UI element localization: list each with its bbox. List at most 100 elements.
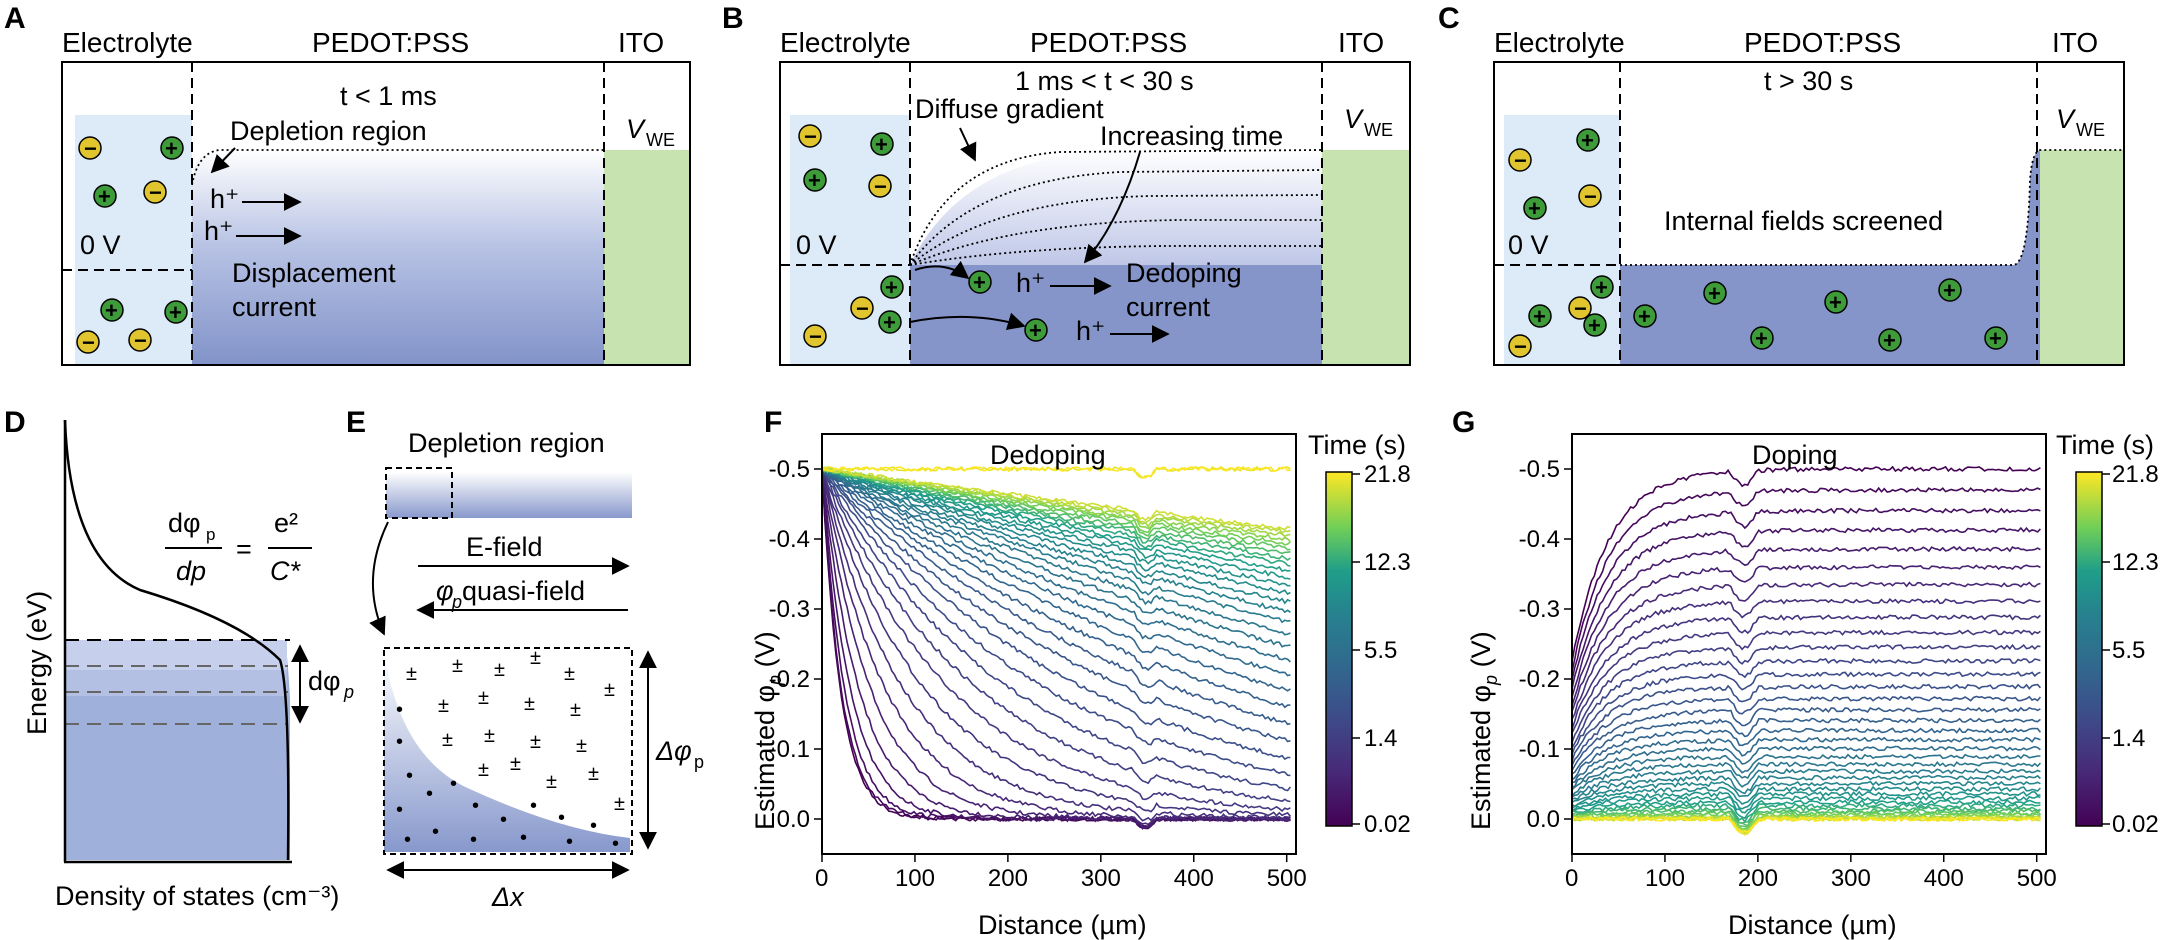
svg-text:•: •: [612, 833, 619, 855]
series-line-13: [821, 467, 1291, 761]
svg-text:±: ±: [530, 731, 541, 753]
panel-g: G Doping 0 100 200 300 400 500 0.0 -0.1 -0.2 -0.3…: [1452, 406, 2159, 940]
svg-text:±: ±: [510, 753, 521, 775]
x-tick-label: 0: [815, 865, 828, 892]
svg-text:+: +: [1989, 326, 2002, 351]
svg-text:•: •: [432, 821, 439, 843]
series-line-6: [1571, 581, 2041, 712]
dos-label: Density of states (cm⁻³): [55, 881, 339, 911]
series-line-5: [1571, 564, 2041, 706]
series-line-16: [821, 469, 1291, 709]
panel-f: F Dedoping 0 100 200 300 400 500 0.0 -0.1 -0.2 -0…: [750, 406, 1411, 940]
svg-text:•: •: [450, 773, 457, 795]
y-tick-label: -0.1: [769, 736, 810, 763]
series-line-29: [821, 468, 1291, 567]
svg-text:+: +: [1588, 313, 1601, 338]
svg-text:+: +: [98, 184, 111, 209]
y-tick-label: -0.5: [769, 456, 810, 483]
series-line-17: [1571, 727, 2042, 781]
svg-text:±: ±: [546, 771, 557, 793]
svg-text:•: •: [396, 699, 403, 721]
svg-text:Electrolyte: Electrolyte: [1494, 27, 1625, 58]
svg-text:+: +: [808, 168, 821, 193]
series-line-18: [1572, 736, 2041, 783]
y-tick-label: -0.2: [1519, 666, 1560, 693]
screened-label: Internal fields screened: [1664, 206, 1943, 236]
svg-text:+: +: [105, 298, 118, 323]
svg-text:Δx: Δx: [491, 882, 525, 912]
svg-text:±: ±: [604, 679, 615, 701]
svg-text:p: p: [206, 525, 215, 544]
series-line-9: [821, 469, 1291, 812]
svg-text:−: −: [1514, 148, 1527, 173]
ions-a: − + + − + + − −: [76, 136, 188, 355]
y-tick-label: 0.0: [777, 806, 810, 833]
svg-text:±: ±: [588, 763, 599, 785]
svg-text:Δφ: Δφ: [655, 736, 692, 766]
series-line-10: [821, 469, 1291, 803]
plot-g-title: Doping: [1752, 440, 1838, 470]
charges-plus: ± ± ±±± ± ± ± ±± ± ± ± ± ± ±± ±±: [406, 647, 625, 815]
colorbar-g: [2075, 471, 2103, 827]
series-line-4: [1571, 545, 2041, 698]
svg-text:e²: e²: [274, 508, 298, 538]
zoom-box: [383, 647, 633, 855]
svg-text:PEDOT:PSS: PEDOT:PSS: [1744, 27, 1901, 58]
x-tick-label: 400: [1924, 865, 1964, 892]
svg-text:±: ±: [494, 659, 505, 681]
current-label-a1: Displacement: [232, 258, 396, 288]
svg-text:current: current: [1126, 292, 1211, 322]
series-line-17: [821, 469, 1291, 692]
series-line-6: [821, 469, 1291, 826]
plot-f-ylabel: Estimated φp (V): [750, 631, 785, 830]
svg-text:•: •: [406, 765, 413, 787]
svg-text:21.8: 21.8: [2112, 461, 2159, 488]
x-tick-label: 500: [1267, 865, 1307, 892]
svg-text:E-field: E-field: [466, 532, 543, 562]
x-tick-label: 500: [2017, 865, 2057, 892]
svg-text:12.3: 12.3: [1364, 549, 1411, 576]
svg-text:•: •: [558, 807, 565, 829]
svg-text:Electrolyte: Electrolyte: [780, 27, 911, 58]
panel-e: E Depletion region E-field φ p quasi-fie…: [346, 406, 704, 912]
series-line-23: [1571, 774, 2041, 801]
svg-text:•: •: [470, 829, 477, 851]
y-tick-label: -0.2: [769, 666, 810, 693]
svg-text:±: ±: [484, 725, 495, 747]
svg-text:+: +: [1708, 281, 1721, 306]
svg-text:±: ±: [406, 663, 417, 685]
svg-text:+: +: [1533, 304, 1546, 329]
svg-text:±: ±: [478, 759, 489, 781]
series-line-37: [821, 466, 1291, 531]
svg-text:•: •: [520, 827, 527, 849]
panel-label-c: C: [1438, 2, 1460, 35]
frame-b: [779, 61, 1411, 366]
svg-text:+: +: [1528, 196, 1541, 221]
svg-text:WE: WE: [646, 130, 675, 150]
svg-text:+: +: [1581, 128, 1594, 153]
series-line-22: [1571, 768, 2041, 798]
series-line-3: [1571, 526, 2041, 690]
svg-text:0.02: 0.02: [1364, 811, 1411, 838]
svg-text:+: +: [1638, 304, 1651, 329]
series-line-24: [1571, 780, 2041, 804]
plot-f-title: Dedoping: [990, 440, 1106, 470]
svg-text:±: ±: [614, 793, 625, 815]
panel-b: B Electrolyte PEDOT:PSS ITO 1 ms < t < 3…: [722, 2, 1411, 366]
svg-text:±: ±: [442, 729, 453, 751]
series-line-14: [1571, 695, 2042, 766]
colorbar-f: [1325, 471, 1353, 827]
y-tick-label: -0.3: [1519, 596, 1560, 623]
series-line-1: [1571, 486, 2041, 672]
hplus-a2: h⁺: [204, 216, 233, 246]
panel-d: D Energy (eV) Density of states (cm⁻³) d…: [4, 406, 354, 911]
svg-text:−: −: [134, 328, 147, 353]
charges-dots: •••• • ••• • ••• •••••: [396, 699, 619, 855]
frame-a: [61, 61, 691, 366]
time-label-a: t < 1 ms: [340, 81, 437, 111]
series-line-36: [821, 466, 1291, 535]
svg-text:C*: C*: [270, 556, 301, 586]
series-line-18: [821, 467, 1291, 677]
svg-text:±: ±: [524, 693, 535, 715]
series-line-39: [821, 465, 1291, 479]
